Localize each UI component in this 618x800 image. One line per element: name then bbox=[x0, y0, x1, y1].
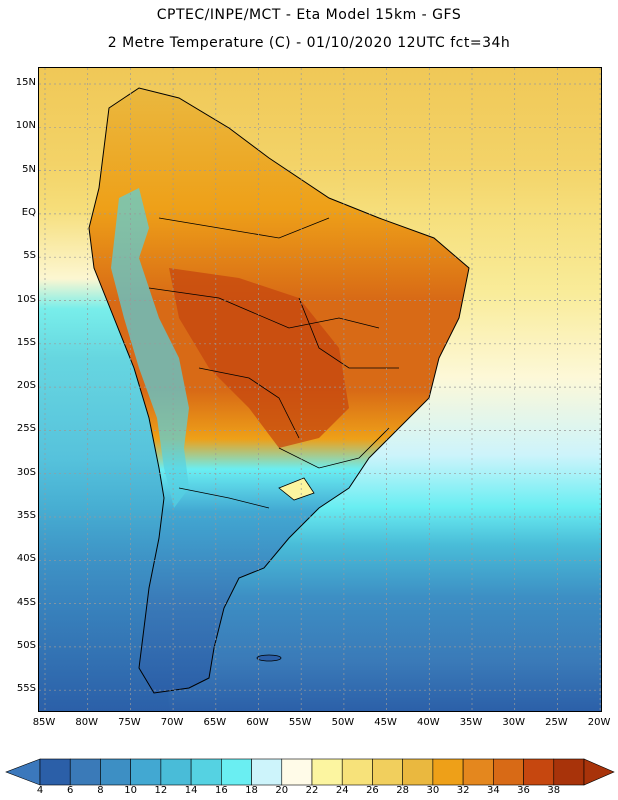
lat-label-40s: 40S bbox=[16, 553, 36, 565]
lon-label-80w: 80W bbox=[75, 717, 98, 728]
lat-label-30s: 30S bbox=[16, 466, 36, 478]
colorbar-segment bbox=[462, 758, 494, 786]
colorbar-tick-4: 4 bbox=[36, 785, 44, 796]
lon-label-85w: 85W bbox=[32, 717, 56, 728]
colorbar-tick-26: 26 bbox=[366, 785, 379, 796]
map-title-line2: 2 Metre Temperature (C) - 01/10/2020 12U… bbox=[107, 35, 511, 51]
lon-label-20w: 20W bbox=[587, 717, 611, 728]
lon-label-30w: 30W bbox=[502, 717, 525, 728]
colorbar-tick-18: 18 bbox=[245, 785, 258, 796]
colorbar-tick-38: 38 bbox=[547, 785, 561, 796]
lon-label-25w: 25W bbox=[545, 717, 568, 728]
lat-label-5s: 5S bbox=[23, 250, 36, 262]
colorbar-segment bbox=[402, 758, 434, 786]
colorbar-segment bbox=[281, 758, 313, 786]
lon-label-55w: 55W bbox=[288, 717, 312, 728]
lat-label-15s: 15S bbox=[16, 336, 36, 348]
colorbar-segment bbox=[341, 758, 373, 786]
colorbar-segment bbox=[39, 758, 71, 786]
lat-label-10n: 10N bbox=[15, 120, 36, 132]
lat-label-45s: 45S bbox=[16, 596, 36, 608]
colorbar-over-arrow bbox=[583, 758, 615, 786]
colorbar-tick-30: 30 bbox=[426, 785, 440, 796]
map-title-line1: CPTEC/INPE/MCT - Eta Model 15km - GFS bbox=[156, 7, 462, 23]
temperature-map bbox=[38, 67, 602, 712]
lat-label-10s: 10S bbox=[16, 293, 36, 305]
colorbar-tick-24: 24 bbox=[335, 785, 349, 796]
colorbar-under-arrow bbox=[5, 758, 41, 786]
lon-label-75w: 75W bbox=[118, 717, 141, 728]
colorbar-segment bbox=[130, 758, 162, 786]
lon-label-40w: 40W bbox=[416, 717, 440, 728]
temperature-colorbar bbox=[5, 758, 615, 786]
lat-label-25s: 25S bbox=[16, 423, 36, 435]
colorbar-tick-8: 8 bbox=[97, 785, 104, 796]
colorbar-segment bbox=[311, 758, 343, 786]
colorbar-segment bbox=[251, 758, 283, 786]
lon-label-65w: 65W bbox=[203, 717, 227, 728]
colorbar-segment bbox=[160, 758, 192, 786]
colorbar-segment bbox=[493, 758, 524, 786]
map-canvas bbox=[39, 68, 601, 711]
lat-label-eq: EQ bbox=[21, 206, 36, 218]
colorbar-segment bbox=[523, 758, 555, 786]
colorbar-segment bbox=[221, 758, 252, 786]
lat-label-50s: 50S bbox=[16, 639, 36, 651]
lon-label-70w: 70W bbox=[160, 717, 184, 728]
lat-label-15n: 15N bbox=[15, 77, 36, 88]
colorbar-tick-14: 14 bbox=[184, 785, 198, 796]
colorbar-segment bbox=[100, 758, 131, 786]
colorbar-tick-16: 16 bbox=[214, 785, 228, 796]
lon-label-35w: 35W bbox=[459, 717, 483, 728]
lon-label-50w: 50W bbox=[331, 717, 355, 728]
lat-label-55s: 55S bbox=[16, 683, 36, 695]
lat-label-20s: 20S bbox=[16, 380, 36, 392]
colorbar-tick-6: 6 bbox=[67, 785, 74, 796]
colorbar-segment bbox=[432, 758, 464, 786]
colorbar-segment bbox=[372, 758, 403, 786]
lon-label-60w: 60W bbox=[246, 717, 269, 728]
colorbar-tick-12: 12 bbox=[154, 785, 168, 796]
colorbar-tick-22: 22 bbox=[305, 785, 319, 796]
colorbar-tick-32: 32 bbox=[456, 785, 470, 796]
colorbar-tick-10: 10 bbox=[124, 785, 138, 796]
colorbar-segment bbox=[553, 758, 585, 786]
colorbar-segment bbox=[69, 758, 101, 786]
lat-label-5n: 5N bbox=[22, 163, 36, 175]
lon-label-45w: 45W bbox=[374, 717, 397, 728]
colorbar-segment bbox=[190, 758, 222, 786]
lat-label-35s: 35S bbox=[16, 510, 36, 521]
colorbar-tick-20: 20 bbox=[275, 785, 289, 796]
colorbar-tick-34: 34 bbox=[486, 785, 500, 796]
colorbar-tick-36: 36 bbox=[517, 785, 530, 796]
colorbar-tick-28: 28 bbox=[396, 785, 410, 796]
